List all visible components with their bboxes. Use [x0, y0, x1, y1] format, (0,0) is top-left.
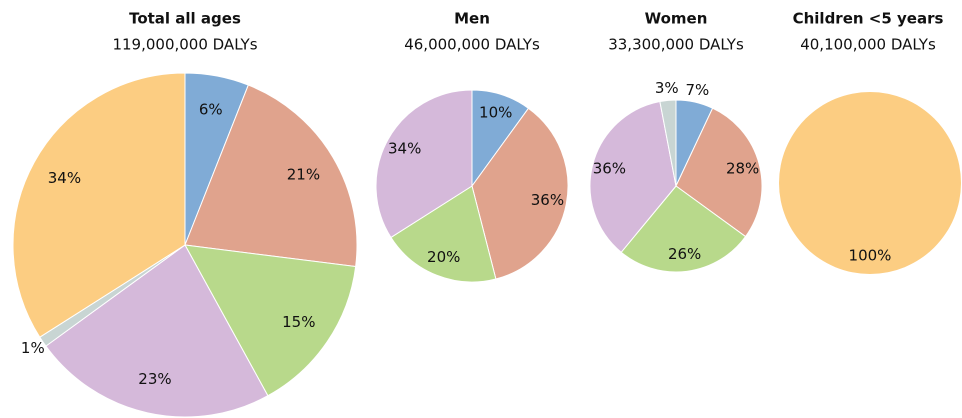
pie-slice [471, 107, 569, 280]
pie-slice [375, 89, 473, 239]
pie-slice [659, 99, 677, 187]
chart-subtitle: 46,000,000 DALYs [404, 36, 540, 54]
pie-slice [620, 185, 747, 273]
pie-slice [12, 72, 186, 338]
data-label: 20% [427, 248, 460, 266]
data-label: 28% [726, 159, 759, 177]
data-label: 23% [138, 370, 171, 388]
chart-title: Women [645, 10, 708, 28]
data-label: 34% [388, 140, 421, 158]
chart-subtitle: 33,300,000 DALYs [608, 36, 744, 54]
data-label: 21% [287, 165, 320, 183]
pie-slice [779, 92, 961, 274]
chart-subtitle: 119,000,000 DALYs [112, 36, 257, 54]
data-label: 1% [21, 339, 45, 357]
data-label: 26% [668, 245, 701, 263]
pie-slice [390, 185, 497, 283]
data-label: 34% [48, 169, 81, 187]
data-label: 36% [593, 159, 626, 177]
data-label: 15% [282, 313, 315, 331]
data-label: 36% [531, 191, 564, 209]
pie-slice [675, 107, 763, 238]
data-label: 3% [655, 79, 679, 97]
chart-title: Total all ages [129, 10, 241, 28]
pie-slice [45, 244, 269, 418]
pie-slice [589, 100, 677, 253]
data-label: 6% [199, 100, 223, 118]
data-label: 7% [685, 81, 709, 99]
pie-slice [184, 84, 358, 268]
chart-subtitle: 40,100,000 DALYs [800, 36, 936, 54]
data-label: 100% [849, 246, 892, 264]
chart-title: Men [454, 10, 490, 28]
pie-slice [184, 244, 357, 397]
chart-title: Children <5 years [793, 10, 944, 28]
data-label: 10% [479, 103, 512, 121]
